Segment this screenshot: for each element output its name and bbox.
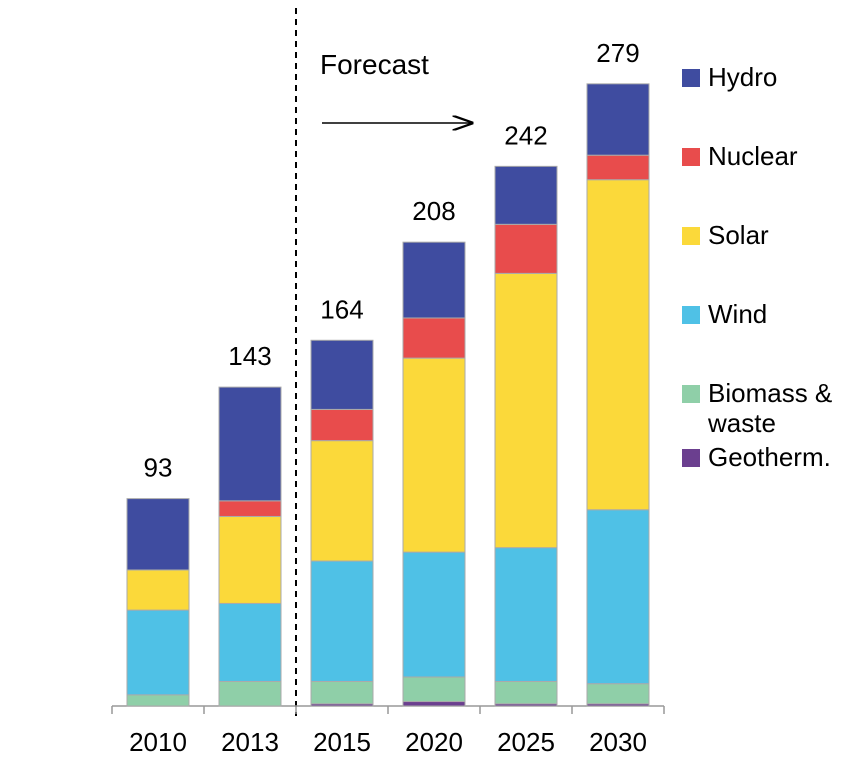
legend-item: Solar — [680, 220, 840, 250]
bar-segment — [586, 83, 650, 156]
bar-segment — [126, 694, 190, 707]
legend-swatch — [682, 69, 700, 87]
bar-segment — [402, 317, 466, 359]
bar-segment — [218, 602, 282, 682]
bar-segment — [310, 408, 374, 442]
bar-segment — [310, 339, 374, 410]
legend-swatch — [682, 227, 700, 245]
bar-segment — [402, 676, 466, 703]
legend-item: Wind — [680, 299, 840, 329]
x-tick-label: 2030 — [589, 727, 647, 757]
legend-label: Geotherm. — [708, 442, 831, 472]
legend: Hydro Nuclear Solar Wind Biomass & waste Geot… — [680, 62, 840, 472]
bar-segment — [494, 165, 558, 225]
bar-segment — [402, 241, 466, 319]
bar-segment — [494, 272, 558, 549]
legend-swatch — [682, 148, 700, 166]
bar-segment — [310, 560, 374, 682]
bar-segment — [218, 680, 282, 707]
legend-label: Solar — [708, 220, 769, 250]
x-tick-label: 2020 — [405, 727, 463, 757]
legend-item: Hydro — [680, 62, 840, 92]
legend-label: Biomass & waste — [708, 378, 833, 438]
legend-swatch — [682, 449, 700, 467]
bar-segment — [126, 569, 190, 611]
bar-segment — [126, 498, 190, 571]
legend-item: Geotherm. — [680, 442, 840, 472]
bar-segment — [310, 680, 374, 705]
bar-segment — [402, 551, 466, 678]
bar-segment — [586, 683, 650, 705]
total-label: 279 — [596, 38, 639, 68]
total-label: 164 — [320, 294, 363, 324]
bar-segment — [126, 609, 190, 696]
total-label: 143 — [228, 341, 271, 371]
total-label: 242 — [504, 120, 547, 150]
x-tick-label: 2025 — [497, 727, 555, 757]
legend-label: Hydro — [708, 62, 778, 92]
bar-segment — [218, 515, 282, 604]
legend-swatch — [682, 385, 700, 403]
x-tick-label: 2013 — [221, 727, 279, 757]
bar-segment — [494, 223, 558, 274]
bar-segment — [402, 701, 466, 707]
legend-item: Nuclear — [680, 141, 840, 171]
x-tick-label: 2010 — [129, 727, 187, 757]
total-label: 208 — [412, 196, 455, 226]
legend-swatch — [682, 306, 700, 324]
x-tick-label: 2015 — [313, 727, 371, 757]
bar-segment — [218, 386, 282, 502]
legend-label: Wind — [708, 299, 768, 329]
bar-segment — [586, 154, 650, 181]
bar-segment — [586, 179, 650, 511]
bar-segment — [494, 680, 558, 705]
bar-segment — [310, 440, 374, 562]
bar-segment — [586, 509, 650, 685]
bar-segment — [402, 357, 466, 553]
legend-item: Biomass & waste — [680, 378, 840, 438]
bar-segment — [218, 500, 282, 517]
total-label: 93 — [144, 453, 173, 483]
annotation: Forecast — [320, 49, 429, 80]
bar-segment — [494, 547, 558, 682]
legend-label: Nuclear — [708, 141, 798, 171]
